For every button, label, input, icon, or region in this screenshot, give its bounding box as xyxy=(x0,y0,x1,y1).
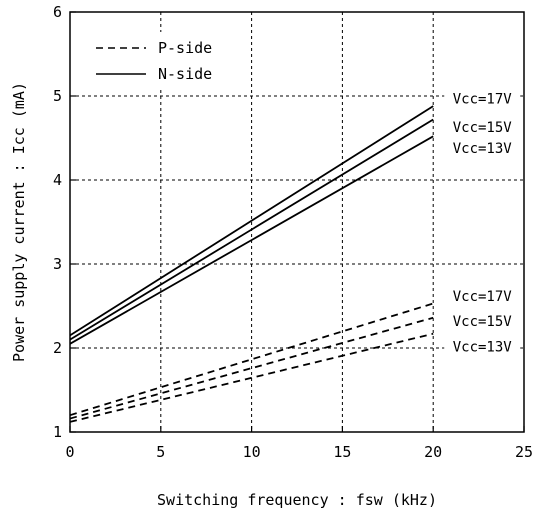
x-tick-label: 20 xyxy=(424,443,442,461)
y-tick-label: 2 xyxy=(53,339,62,357)
vcc-label-background xyxy=(444,89,521,108)
series-line xyxy=(69,135,434,345)
vcc-label-background xyxy=(444,139,521,158)
y-tick-label: 3 xyxy=(53,255,62,273)
legend: P-side N-side xyxy=(86,32,250,90)
series-line xyxy=(69,118,434,341)
vcc-label: Vcc=13V xyxy=(453,339,513,355)
series-line xyxy=(69,316,434,420)
vcc-labels: Vcc=17V Vcc=15V Vcc=13V Vcc=17V Vcc=15V Vcc=1… xyxy=(444,89,521,356)
x-tick-label: 15 xyxy=(333,443,351,461)
vcc-label-background xyxy=(444,118,521,137)
series-line xyxy=(69,332,434,423)
y-axis-title: Power supply current : Icc (mA) xyxy=(10,82,28,362)
vcc-label-background xyxy=(444,312,521,331)
vcc-label: Vcc=13V xyxy=(453,141,513,157)
legend-background xyxy=(86,32,250,90)
plot-frame xyxy=(69,11,525,433)
x-tick-label: 10 xyxy=(243,443,261,461)
y-tick-label: 1 xyxy=(53,423,62,441)
y-tick-label: 5 xyxy=(53,87,62,105)
series-line xyxy=(69,105,434,337)
y-tick-label: 6 xyxy=(53,3,62,21)
x-tick-label: 25 xyxy=(515,443,533,461)
vcc-label: Vcc=17V xyxy=(453,289,513,305)
series-lines xyxy=(69,105,434,423)
vcc-label: Vcc=17V xyxy=(453,92,513,108)
vcc-label: Vcc=15V xyxy=(453,120,513,136)
tick-labels: 0 5 10 15 20 25 1 2 3 4 5 6 xyxy=(53,3,533,461)
x-tick-label: 0 xyxy=(65,443,74,461)
vcc-label-background xyxy=(444,337,521,356)
x-tick-label: 5 xyxy=(156,443,165,461)
legend-p-side-label: P-side xyxy=(158,39,212,57)
legend-n-side-label: N-side xyxy=(158,65,212,83)
vcc-label-background xyxy=(444,286,521,305)
y-tick-label: 4 xyxy=(53,171,62,189)
series-line xyxy=(69,302,434,417)
vcc-label: Vcc=15V xyxy=(453,314,513,330)
x-axis-title: Switching frequency : fsw (kHz) xyxy=(157,491,437,509)
